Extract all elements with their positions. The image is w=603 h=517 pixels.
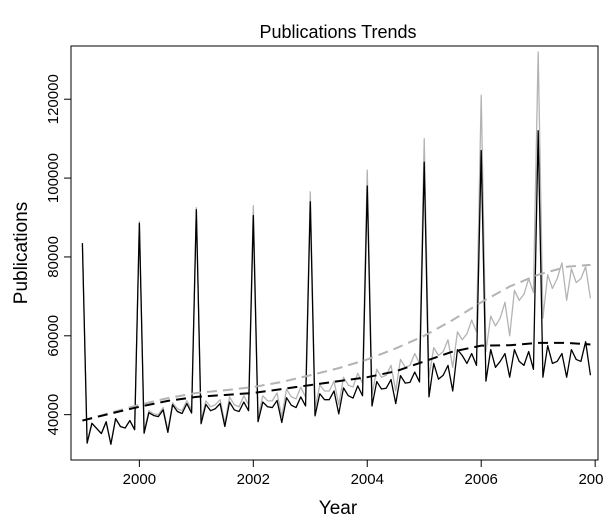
y-tick-label: 100000 — [45, 153, 62, 203]
series-grey-dashed-line — [82, 263, 591, 422]
series-black-solid-line — [81, 130, 592, 445]
y-tick-label: 60000 — [45, 315, 62, 357]
series-group — [81, 51, 592, 445]
x-tick-label: 2004 — [351, 471, 384, 488]
series-black-dashed-line — [82, 341, 591, 422]
x-tick-label: 2006 — [465, 471, 498, 488]
chart-title: Publications Trends — [259, 22, 416, 42]
x-tick-label: 2000 — [123, 471, 156, 488]
y-tick-label: 120000 — [45, 74, 62, 124]
y-tick-label: 80000 — [45, 236, 62, 278]
x-axis-ticks: 2000 2002 2004 2006 2008 — [123, 460, 603, 488]
y-axis-title: Publications — [11, 202, 32, 304]
x-tick-label: 2002 — [237, 471, 270, 488]
y-axis-ticks: 40000 60000 80000 100000 120000 — [45, 74, 71, 436]
x-tick-label: 2008 — [578, 471, 603, 488]
x-axis-title: Year — [319, 498, 358, 517]
y-tick-label: 40000 — [45, 394, 62, 436]
series-grey-solid-line — [81, 51, 592, 445]
plot-frame — [70, 45, 599, 461]
